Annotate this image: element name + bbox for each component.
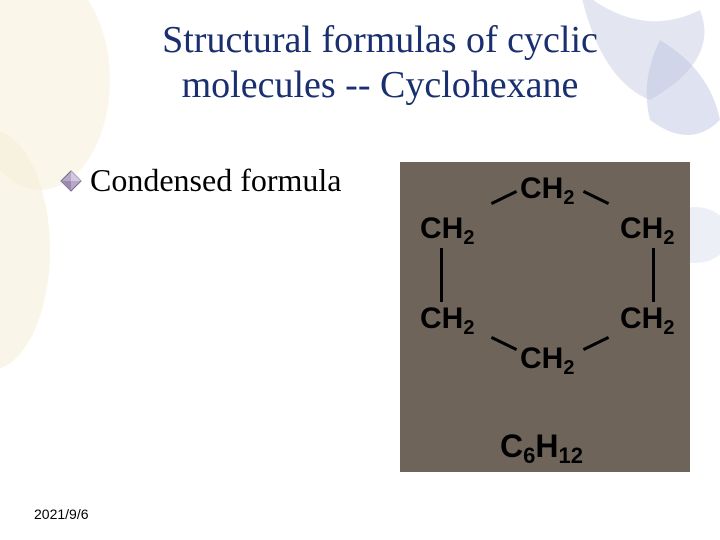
bullet-text: Condensed formula	[90, 162, 342, 199]
slide-title: Structural formulas of cyclic molecules …	[100, 18, 660, 108]
ch2-upper-right: CH2	[620, 214, 674, 244]
ch2-lower-left: CH2	[420, 304, 474, 334]
ch2-bottom: CH2	[520, 344, 574, 374]
ch2-upper-left: CH2	[420, 214, 474, 244]
bond-1	[491, 190, 517, 205]
ch2-top: CH2	[520, 174, 574, 204]
bond-3	[440, 248, 443, 302]
bond-6	[583, 336, 609, 351]
bond-5	[491, 336, 517, 351]
bond-2	[583, 190, 609, 205]
bond-4	[652, 248, 655, 302]
bullet-row: Condensed formula	[60, 162, 342, 199]
footer-date: 2021/9/6	[34, 506, 89, 522]
diamond-bullet-icon	[60, 170, 82, 192]
molecular-formula: C6H12	[500, 430, 583, 462]
structure-diagram: CH2 CH2 CH2 CH2 CH2 CH2 C6H12	[400, 162, 690, 472]
ch2-lower-right: CH2	[620, 304, 674, 334]
